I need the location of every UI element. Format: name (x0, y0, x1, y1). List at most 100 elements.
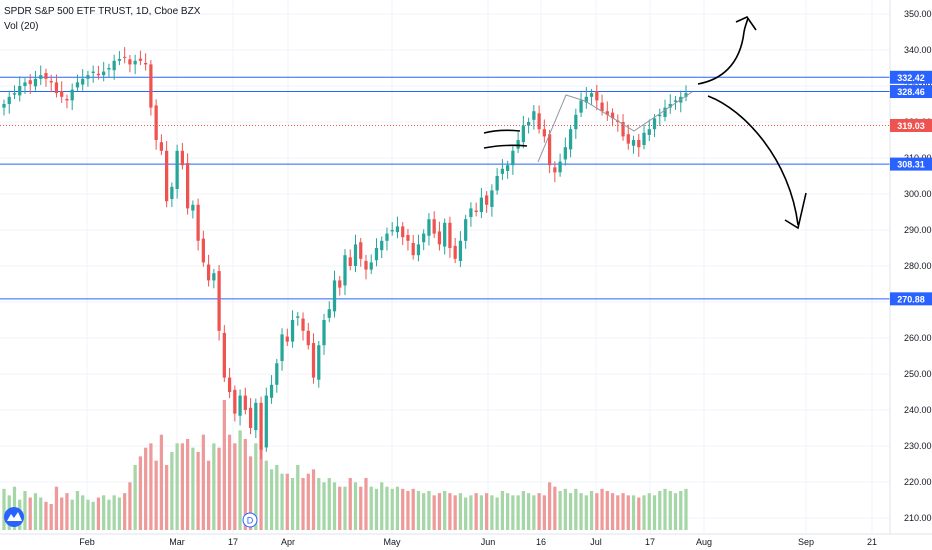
stroke-drawing-2[interactable] (483, 144, 528, 149)
volume-bar (584, 495, 588, 530)
time-tick-label: May (383, 537, 401, 547)
tradingview-logo-icon[interactable] (4, 507, 24, 527)
volume-bar (217, 447, 221, 530)
volume-bar (642, 495, 646, 530)
candle-body (385, 233, 389, 241)
candle-body (553, 167, 557, 173)
price-tag-label: 328.46 (897, 87, 925, 97)
price-tag: 308.31 (890, 157, 932, 171)
price-tag-label: 332.42 (897, 73, 925, 83)
symbol-title[interactable]: SPDR S&P 500 ETF TRUST, 1D, Cboe BZX (4, 6, 201, 17)
volume-bar (600, 488, 604, 530)
volume-bar (159, 434, 164, 530)
volume-bar (390, 488, 394, 530)
time-axis[interactable]: Feb Mar 17 Apr May Jun 16 Jul 17 Aug Sep 21 (0, 533, 932, 547)
candle-body (2, 104, 6, 108)
volume-bar (610, 493, 615, 530)
volume-bar (212, 443, 216, 530)
volume-bar (222, 400, 226, 530)
volume-bar (579, 493, 583, 530)
price-tag-label: 319.03 (897, 121, 925, 131)
volume-bar (343, 486, 347, 530)
candle-body (311, 343, 316, 378)
candle-body (406, 235, 410, 241)
candle-body (427, 219, 431, 236)
volume-bar (506, 493, 510, 530)
candle-body (584, 96, 588, 103)
volume-bar (621, 493, 625, 530)
stroke-drawing-1[interactable] (483, 129, 521, 134)
volume-bar (422, 493, 426, 530)
volume-bar (44, 501, 48, 530)
candle-body (422, 233, 426, 243)
candle-body (500, 168, 505, 174)
candle-body (112, 60, 116, 71)
volume-indicator-label[interactable]: Vol (20) (4, 21, 39, 32)
candle-body (563, 147, 567, 160)
candle-body (521, 125, 525, 143)
volume-bar (86, 499, 90, 530)
down-arrow-drawing[interactable] (707, 95, 799, 226)
volume-bar (616, 495, 620, 530)
volume-bar (107, 499, 111, 530)
price-tag: 332.42 (890, 70, 932, 84)
candle-body (600, 102, 604, 112)
volume-bar (380, 482, 384, 530)
candle-body (374, 248, 379, 261)
up-arrowhead-drawing[interactable] (735, 15, 757, 31)
candle-body (464, 219, 468, 241)
candle-body (605, 111, 609, 115)
candle-body (458, 240, 463, 261)
volume-bar (2, 488, 6, 530)
volume-bar (91, 501, 95, 530)
volume-bar (453, 495, 457, 530)
volume-bar (39, 497, 43, 530)
volume-bar (416, 491, 421, 530)
volume-bar (631, 495, 636, 530)
candle-body (149, 64, 153, 108)
candle-body (264, 395, 268, 448)
candle-body (70, 89, 74, 101)
price-tick-label: 220.00 (904, 477, 932, 487)
horizontal-levels[interactable] (0, 76, 890, 300)
volume-bar (332, 482, 337, 530)
up-arrow-drawing[interactable] (697, 17, 749, 85)
volume-bar (165, 465, 169, 530)
grid-lines (0, 0, 890, 534)
volume-bar (296, 465, 300, 530)
candle-body (75, 82, 80, 88)
candle-body (495, 176, 499, 191)
down-arrowhead-drawing[interactable] (784, 192, 807, 230)
volume-bar (301, 478, 305, 530)
candle-body (348, 257, 352, 266)
candle-body (28, 80, 32, 85)
candle-body (542, 129, 546, 137)
dividend-marker-icon[interactable]: D (242, 512, 258, 528)
candle-body (170, 186, 174, 200)
hand-drawings[interactable] (483, 15, 807, 230)
price-tick-label: 280.00 (904, 261, 932, 271)
volume-bar (516, 495, 520, 530)
volume-bar (54, 486, 59, 530)
price-tag: 319.03 (890, 118, 932, 132)
volume-bar (96, 497, 101, 530)
candle-body (532, 111, 536, 120)
candle-body (33, 78, 38, 87)
candle-body (39, 75, 43, 79)
time-tick-label: 17 (228, 537, 238, 547)
price-tick-label: 260.00 (904, 333, 932, 343)
candle-body (547, 134, 552, 166)
candle-body (621, 122, 625, 137)
volume-bar (647, 493, 651, 530)
time-tick-label: Aug (696, 537, 712, 547)
price-tick-label: 290.00 (904, 225, 932, 235)
volume-bar (196, 452, 200, 530)
volume-bar (327, 478, 331, 530)
volume-bar (469, 495, 473, 530)
price-tick-label: 230.00 (904, 441, 932, 451)
volume-bar (60, 497, 64, 530)
volume-bar (348, 478, 352, 530)
price-tick-label: 300.00 (904, 189, 932, 199)
trendline-drawing[interactable] (537, 91, 693, 163)
